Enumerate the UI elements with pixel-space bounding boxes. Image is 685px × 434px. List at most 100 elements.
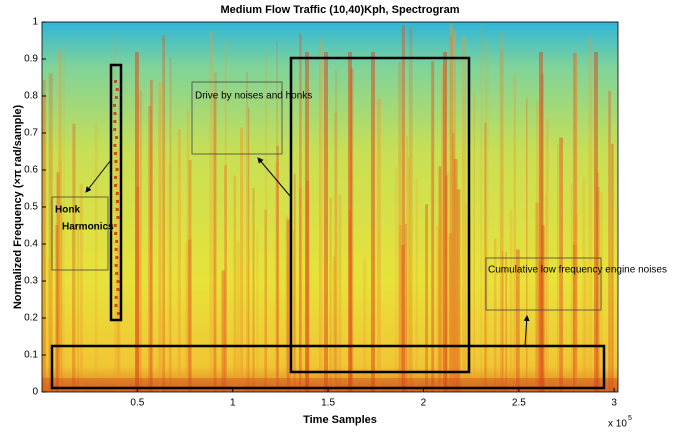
spectral-streak [286, 219, 291, 392]
honk-harmonic [113, 104, 117, 107]
spectral-streak [557, 144, 559, 392]
spectral-streak [415, 179, 418, 392]
arrow [257, 157, 291, 197]
spectral-streak [572, 54, 574, 392]
spectral-streak [44, 125, 46, 392]
honk-harmonic [113, 112, 117, 115]
honk-harmonic [114, 296, 118, 299]
spectral-streak [276, 145, 279, 392]
honk-harmonic [113, 152, 117, 155]
honk-harmonic [115, 272, 119, 275]
honk-harmonic [114, 232, 118, 235]
spectral-streak [539, 52, 543, 392]
spectral-streak [371, 52, 375, 392]
x-tick-label: 1.5 [321, 398, 335, 409]
spectral-streak [58, 49, 62, 393]
spectral-streak [264, 209, 267, 392]
honk-harmonic [114, 264, 118, 267]
spectral-streak [499, 49, 504, 392]
spectral-streak [500, 32, 504, 393]
spectral-streak [117, 245, 121, 392]
y-tick-label: 1 [32, 17, 38, 28]
honk-harmonic [116, 280, 120, 283]
honk-harmonic [115, 136, 119, 139]
spectral-streak [398, 62, 402, 393]
spectral-streak [611, 143, 614, 392]
spectral-streak [114, 35, 116, 393]
spectral-streak [79, 183, 83, 392]
x-multiplier-exponent: 5 [628, 415, 632, 422]
spectral-streak [501, 250, 504, 392]
spectral-streak [570, 183, 573, 392]
spectral-streak [299, 187, 301, 392]
spectral-streak [116, 148, 119, 392]
honk-harmonic [116, 288, 120, 291]
honk-harmonic [114, 160, 118, 163]
y-tick-label: 0.6 [24, 165, 38, 176]
spectral-streak [399, 225, 403, 392]
spectral-streak [438, 166, 442, 392]
spectral-streak [135, 52, 139, 392]
spectral-streak [264, 52, 268, 392]
spectral-streak [209, 31, 214, 392]
spectral-streak [72, 123, 76, 392]
spectral-streak [453, 158, 458, 392]
spectral-streak [583, 261, 588, 392]
y-tick-label: 0.5 [24, 202, 38, 213]
spectral-streak [448, 233, 453, 392]
spectral-streak [526, 98, 528, 392]
spectral-streak [575, 52, 578, 393]
spectral-streak [335, 70, 338, 392]
spectral-streak [140, 90, 142, 393]
driveby-box [289, 56, 471, 374]
spectral-streak [446, 171, 450, 392]
arrow [85, 159, 112, 193]
honk-harmonic [113, 224, 117, 227]
x-tick-label: 0.5 [130, 398, 144, 409]
spectral-streak [167, 163, 171, 392]
annotation: Harmonics [62, 222, 114, 233]
spectral-streak [465, 203, 468, 392]
spectral-streak [169, 57, 172, 392]
spectral-streak [188, 159, 192, 392]
spectral-streak [573, 52, 577, 392]
spectral-streak [509, 209, 513, 392]
spectral-streak [453, 30, 456, 392]
text-box [51, 196, 109, 271]
spectral-streak [395, 167, 397, 392]
honk-harmonic [115, 240, 119, 243]
spectral-streak [150, 79, 153, 392]
spectral-streak [61, 210, 63, 392]
spectral-streak [333, 112, 338, 393]
spectral-streak [148, 106, 152, 392]
spectral-streak [572, 244, 577, 392]
honk-harmonic [114, 96, 118, 99]
spectral-streak [292, 230, 295, 392]
spectral-streak [484, 122, 487, 392]
spectral-streak [42, 79, 46, 393]
spectral-streak [559, 137, 563, 392]
spectral-streak [55, 224, 59, 392]
spectral-streak [305, 52, 309, 392]
spectral-streak [214, 72, 217, 393]
annotation: Drive by noises and honks [195, 91, 312, 102]
spectral-streak [332, 256, 336, 392]
x-axis-label: Time Samples [303, 414, 377, 426]
y-axis-label: Normalized Frequency (×π rad/sample) [12, 104, 24, 309]
y-tick-label: 0.9 [24, 54, 38, 65]
spectral-streak [233, 175, 237, 392]
honk-harmonic [113, 144, 117, 147]
x-tick-label: 2 [421, 398, 427, 409]
spectral-streak [473, 93, 475, 392]
honk-harmonic [116, 312, 120, 315]
spectral-streak [443, 52, 447, 392]
y-tick-label: 0.3 [24, 276, 38, 287]
spectral-streak [240, 127, 244, 392]
spectral-streak [48, 73, 53, 392]
spectral-streak [187, 239, 192, 392]
text-box [485, 257, 602, 311]
spectral-streak [177, 129, 181, 392]
honk-harmonic [113, 120, 117, 123]
honk-harmonic [116, 216, 120, 219]
